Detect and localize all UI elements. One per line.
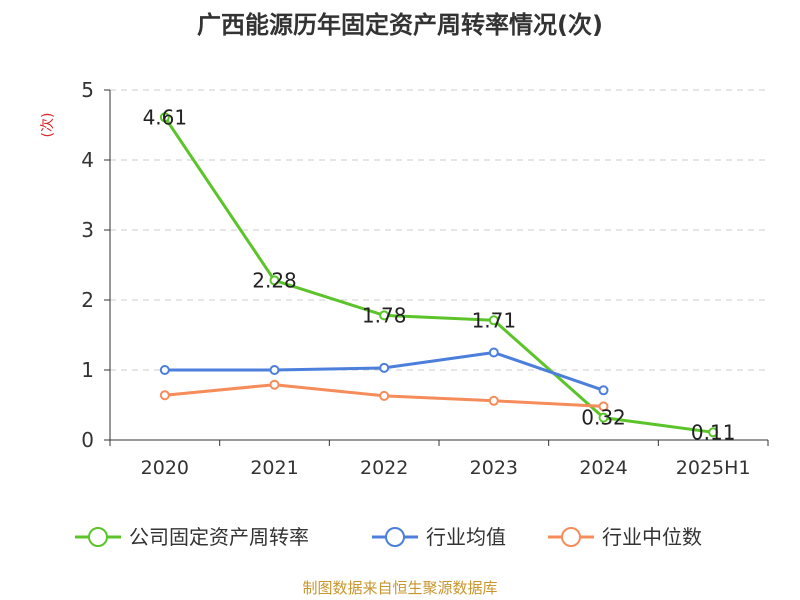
data-label: 4.61 bbox=[143, 105, 188, 129]
y-tick-labels: 0 1 2 3 4 5 bbox=[81, 78, 94, 452]
data-label: 2.28 bbox=[252, 268, 297, 292]
chart-title: 广西能源历年固定资产周转率情况(次) bbox=[197, 11, 603, 39]
data-point bbox=[488, 395, 499, 406]
axes bbox=[109, 90, 769, 446]
series-line bbox=[163, 116, 714, 434]
data-labels: 4.61 2.28 1.78 1.71 0.32 0.11 bbox=[143, 105, 736, 444]
data-point bbox=[488, 347, 499, 358]
legend-marker bbox=[88, 527, 108, 547]
x-tick-label: 2020 bbox=[141, 457, 189, 479]
legend: 公司固定资产周转率 行业均值 行业中位数 bbox=[75, 525, 702, 549]
data-point bbox=[598, 412, 609, 423]
data-label: 0.11 bbox=[691, 420, 736, 444]
legend-label: 行业均值 bbox=[426, 525, 506, 549]
y-tick-label: 3 bbox=[81, 218, 94, 242]
legend-label: 公司固定资产周转率 bbox=[129, 525, 309, 549]
y-tick-label: 4 bbox=[81, 148, 94, 172]
data-point bbox=[269, 275, 280, 286]
x-tick-label: 2025H1 bbox=[676, 457, 751, 479]
x-tick-labels: 2020 2021 2022 2023 2024 2025H1 bbox=[141, 457, 751, 479]
data-point bbox=[269, 379, 280, 390]
data-point bbox=[708, 427, 719, 438]
data-point bbox=[159, 112, 170, 123]
x-tick-label: 2021 bbox=[250, 457, 298, 479]
data-point bbox=[598, 401, 609, 412]
data-label: 1.71 bbox=[472, 308, 517, 332]
data-label: 0.32 bbox=[581, 406, 626, 430]
data-point bbox=[379, 390, 390, 401]
y-axis-label: (次) bbox=[40, 113, 56, 138]
data-point bbox=[488, 315, 499, 326]
y-tick-label: 2 bbox=[81, 288, 94, 312]
x-tick-label: 2024 bbox=[579, 457, 627, 479]
data-point bbox=[379, 362, 390, 373]
data-label: 1.78 bbox=[362, 303, 407, 327]
legend-label: 行业中位数 bbox=[602, 525, 702, 549]
data-point bbox=[598, 385, 609, 396]
grid-lines bbox=[104, 89, 768, 441]
data-point bbox=[159, 390, 170, 401]
x-tick-label: 2023 bbox=[470, 457, 518, 479]
y-tick-label: 0 bbox=[81, 428, 94, 452]
legend-marker bbox=[385, 527, 405, 547]
y-tick-label: 1 bbox=[81, 358, 94, 382]
x-tick-label: 2022 bbox=[360, 457, 408, 479]
data-point bbox=[159, 365, 170, 375]
series-lines bbox=[159, 112, 719, 438]
y-tick-label: 5 bbox=[81, 78, 94, 102]
legend-marker bbox=[561, 527, 581, 547]
data-point bbox=[379, 310, 390, 321]
data-point bbox=[269, 365, 280, 375]
source-note: 制图数据来自恒生聚源数据库 bbox=[302, 579, 497, 597]
